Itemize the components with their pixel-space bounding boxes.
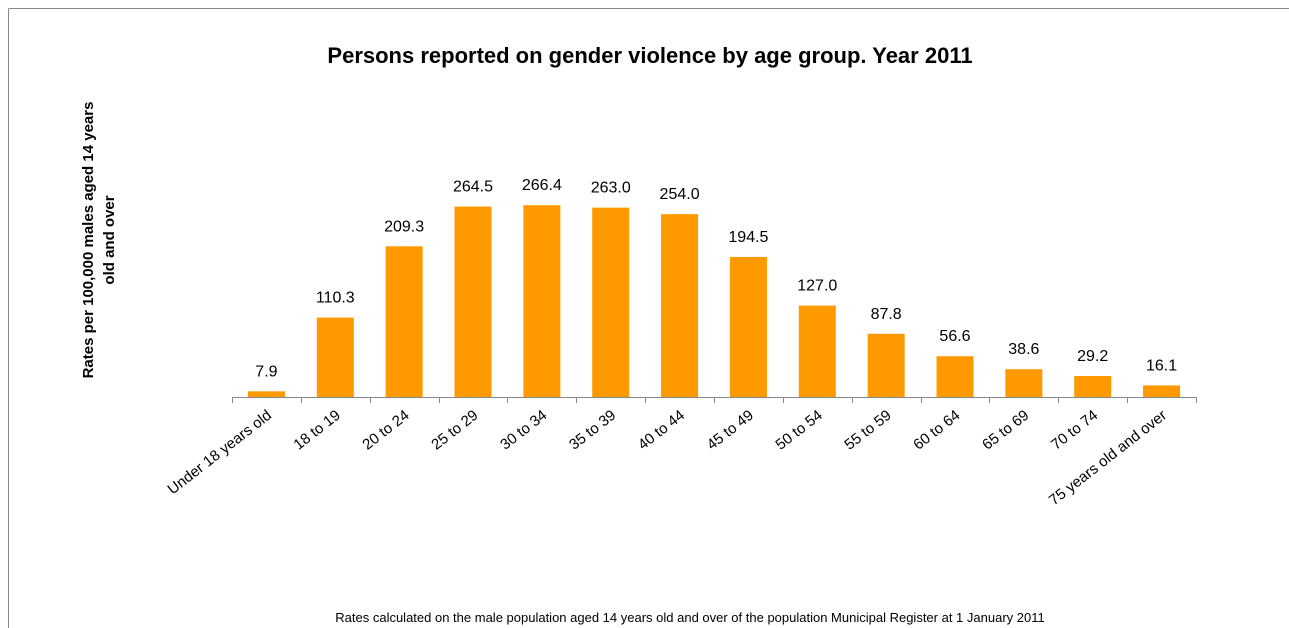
y-axis-label-line: Rates per 100,000 males aged 14 years [80,102,97,379]
value-label: 263.0 [591,180,631,197]
bar [247,391,285,397]
bar [867,333,905,397]
value-label: 7.9 [255,363,277,380]
x-tick-label-group: 55 to 59 [841,407,894,454]
x-tick-label: 65 to 69 [979,407,1032,454]
value-label: 110.3 [316,290,355,307]
x-tick-label-group: 75 years old and over [1046,407,1170,509]
x-tick-label-group: 25 to 29 [428,407,481,454]
footnote: Rates calculated on the male population … [335,610,1044,625]
value-label: 56.6 [939,328,970,345]
bar [729,256,767,397]
x-tick-label: 25 to 29 [428,407,481,454]
value-label: 254.0 [660,186,700,203]
x-tick-label: 75 years old and over [1046,407,1170,509]
bar [661,214,699,397]
value-label: 16.1 [1146,357,1177,374]
x-tick-label: 20 to 24 [359,407,412,454]
x-tick-label-group: 45 to 49 [704,407,757,454]
x-tick-label: 60 to 64 [910,407,963,454]
chart-title: Persons reported on gender violence by a… [327,43,972,68]
bar [592,207,630,397]
x-tick-label-group: 65 to 69 [979,407,1032,454]
value-label: 194.5 [728,229,768,246]
y-axis-label-line: old and over [101,195,118,284]
x-tick-label: 18 to 19 [291,407,344,454]
x-tick-label-group: 60 to 64 [910,407,963,454]
x-tick-label: 45 to 49 [704,407,757,454]
x-tick-label-group: 70 to 74 [1048,407,1101,454]
x-tick-label: 70 to 74 [1048,407,1101,454]
bar [523,205,561,397]
x-tick-label: 35 to 39 [566,407,619,454]
bar [1074,375,1112,397]
x-tick-label-group: 30 to 34 [497,407,550,454]
y-axis-label: Rates per 100,000 males aged 14 years ol… [80,102,118,379]
bar [316,317,354,397]
x-tick-label-group: 50 to 54 [773,407,826,454]
x-tick-label-group: Under 18 years old [165,407,275,498]
bar [385,246,423,397]
value-label: 38.6 [1008,341,1039,358]
bar [936,356,974,397]
bar [1143,385,1181,397]
x-tick-label-group: 35 to 39 [566,407,619,454]
bar [454,206,492,397]
value-label: 264.5 [453,179,493,196]
x-tick-label: Under 18 years old [165,407,275,498]
bar [798,305,836,397]
value-label: 266.4 [522,177,562,194]
x-tick-label-group: 18 to 19 [291,407,344,454]
x-tick-label: 50 to 54 [773,407,826,454]
x-tick-label: 40 to 44 [635,407,688,454]
bar [1005,369,1043,397]
value-label: 209.3 [384,218,424,235]
x-tick-label: 55 to 59 [841,407,894,454]
value-label: 29.2 [1077,348,1108,365]
x-tick-label-group: 40 to 44 [635,407,688,454]
value-label: 127.0 [797,278,837,295]
x-tick-label-group: 20 to 24 [359,407,412,454]
x-tick-label: 30 to 34 [497,407,550,454]
value-label: 87.8 [871,306,902,323]
